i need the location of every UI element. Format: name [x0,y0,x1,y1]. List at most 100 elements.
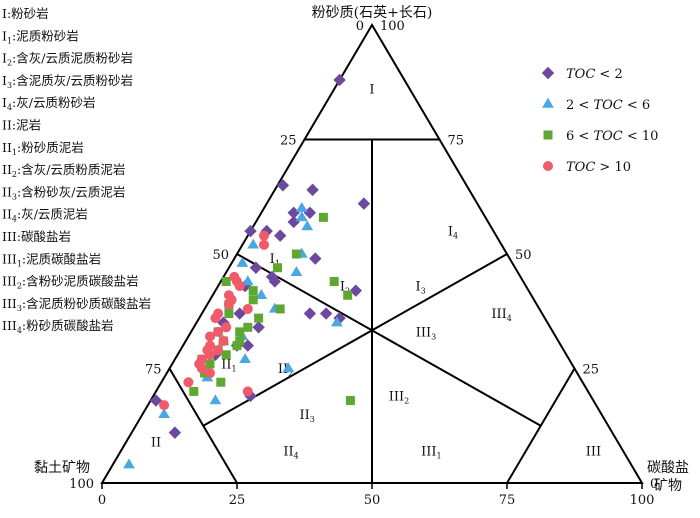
point-toc-2-6 [209,394,222,405]
legend-label: TOC > 10 [566,160,631,175]
point-toc-gt10 [234,281,245,292]
zone-label: II4 [283,445,298,461]
point-toc-lt2 [233,307,246,320]
zone-label: I [369,83,374,98]
point-toc-2-6 [123,458,135,469]
key-entry: I2:含灰/云质泥质粉砂岩 [2,51,133,68]
point-toc-2-6 [239,353,251,364]
legend-label: 6 < TOC < 10 [566,129,658,144]
zone-label: I3 [415,280,425,296]
point-toc-gt10 [183,377,194,388]
point-toc-lt2 [309,252,322,265]
point-toc-6-10 [216,377,226,387]
key-entry: I1:泥质粉砂岩 [2,28,79,45]
point-toc-2-6 [241,275,254,286]
tick-right-edge: 0 [650,477,658,492]
zone-label: III1 [421,445,442,461]
point-toc-6-10 [235,327,245,337]
point-toc-6-10 [224,309,234,319]
point-toc-gt10 [213,345,224,356]
tick-left-edge: 100 [69,477,94,492]
zone-label: II [151,435,161,450]
point-toc-lt2 [241,339,254,352]
point-toc-lt2 [244,224,257,238]
point-toc-2-6 [290,266,303,277]
point-toc-6-10 [221,350,231,360]
vertex-label-right: 碳酸盐矿物 [647,460,689,494]
legend-marker-diamond [541,66,555,80]
point-toc-gt10 [221,322,232,333]
point-toc-gt10 [159,400,170,411]
legend-label: TOC < 2 [566,67,623,82]
tick-right-edge: 25 [583,363,600,378]
point-toc-gt10 [205,331,215,342]
key-entry: III2:含粉砂泥质碳酸盐岩 [2,274,139,291]
point-toc-gt10 [223,299,234,310]
tick-bottom-edge: 25 [229,493,246,508]
point-toc-2-6 [247,238,260,249]
point-toc-6-10 [205,359,215,369]
key-entry: III4:粉砂质碳酸盐岩 [2,318,114,335]
key-entry: III:碳酸盐岩 [2,229,71,244]
point-toc-6-10 [329,276,339,286]
zone-label: III [586,445,601,460]
triangle-frame: 0 25 50 75 100 100 75 50 25 0 0 25 50 75 100 [69,19,658,508]
point-toc-6-10 [243,322,253,332]
point-toc-gt10 [213,326,224,337]
zone-label: II1 [221,358,236,374]
zone-label: I4 [448,225,458,241]
point-toc-gt10 [259,239,269,250]
zone-label: III2 [389,390,410,406]
zone-labels: II1I2I3I4IIII1II2II3II4IIIIII1III2III3II… [151,83,601,461]
point-toc-gt10 [210,313,221,324]
point-toc-lt2 [149,394,163,407]
point-toc-lt2 [249,261,263,274]
point-toc-6-10 [232,341,242,351]
point-toc-2-6 [295,202,308,212]
point-toc-6-10 [200,368,210,378]
tick-left-edge: 75 [145,363,162,378]
point-toc-2-6 [331,316,343,327]
key-entry: II4:灰/云质泥岩 [2,207,88,224]
tick-bottom-edge: 0 [98,493,106,508]
tick-right-edge: 100 [380,19,405,34]
point-toc-6-10 [248,286,258,296]
point-toc-lt2 [252,321,265,334]
point-toc-2-6 [236,256,249,267]
point-toc-6-10 [343,290,353,300]
point-toc-6-10 [235,336,245,346]
tick-right-edge: 50 [515,248,532,263]
key-entry: II1:粉砂质泥岩 [2,140,84,157]
key-entry: III3:含泥质粉砂质碳酸盐岩 [2,296,151,313]
tick-left-edge: 25 [280,134,297,149]
zone-label: III4 [491,307,511,323]
point-toc-6-10 [345,396,355,406]
key-entry: I3:含泥质灰/云质粉砂岩 [2,73,133,90]
tick-bottom-edge: 50 [364,493,381,508]
point-toc-lt2 [168,426,182,439]
tick-bottom-edge: 75 [499,493,516,508]
point-toc-2-6 [282,362,295,373]
divider-left [236,253,542,427]
point-toc-lt2 [303,307,317,320]
point-toc-lt2 [268,275,281,288]
tick-right-edge: 75 [448,134,465,149]
point-toc-6-10 [273,263,282,273]
key-entry: II2:含灰/云质粉质泥岩 [2,162,125,179]
legend-label: 2 < TOC < 6 [566,98,650,113]
point-toc-2-6 [255,289,268,299]
key-entry: I4:灰/云质粉砂岩 [2,95,95,112]
point-toc-gt10 [205,368,215,379]
point-toc-6-10 [254,313,264,323]
point-toc-gt10 [218,336,229,347]
legend: TOC < 2 2 < TOC < 6 6 < TOC < 10 TOC > 10 [541,66,658,175]
point-toc-6-10 [221,276,231,286]
tick-bottom-edge: 100 [630,493,655,508]
vertex-label-top: 粉砂质(石英+长石) [312,4,433,21]
tick-left-edge: 50 [212,248,229,263]
point-toc-2-6 [301,220,314,231]
point-toc-lt2 [287,206,300,219]
point-toc-lt2 [274,229,287,242]
point-toc-gt10 [205,349,215,360]
